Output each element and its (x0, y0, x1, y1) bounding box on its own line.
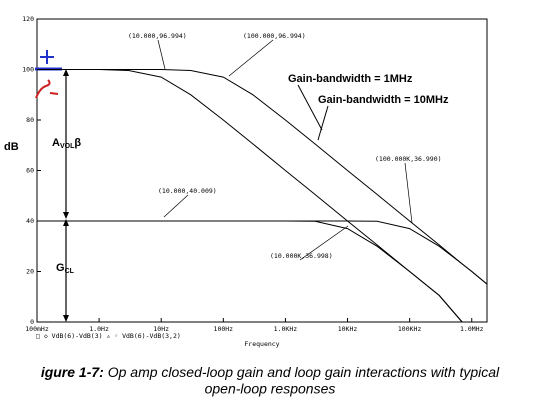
y-label: dB (4, 141, 19, 153)
x-tick-label: 100KHz (398, 325, 422, 333)
x-tick-label: 1.0KHz (274, 325, 298, 333)
y-tick-label: 80 (26, 116, 34, 124)
x-label: Frequency (244, 340, 279, 348)
plot-frame (36, 18, 488, 323)
annotation-pointer (299, 225, 349, 261)
caption: igure 1-7: Op amp closed-loop gain and l… (41, 364, 500, 380)
y-tick-label: 0 (30, 318, 34, 326)
arrows (63, 69, 69, 322)
y-tick-label: 60 (26, 167, 34, 175)
annotation: (100.000,96.994) (243, 32, 306, 40)
x-tick-label: 10KHz (338, 325, 358, 333)
x-tick-label: 10Hz (153, 325, 169, 333)
curve-label: Gain-bandwidth = 10MHz (318, 94, 449, 106)
series-line (37, 69, 488, 285)
annotation: (10.000K,36.998) (270, 252, 333, 260)
y-tick-label: 100 (22, 66, 34, 74)
y-tick-label: 40 (26, 217, 34, 225)
hand-marks (35, 50, 62, 99)
annotation-pointer (157, 39, 166, 70)
x-tick-label: 100Hz (214, 325, 234, 333)
series-line (37, 69, 463, 323)
annotation: (100.000K,36.990) (375, 155, 442, 163)
avol-label: AVOLβ (52, 137, 81, 150)
y-tick-label: 120 (22, 15, 34, 23)
label-pointer (317, 105, 329, 141)
annotation-pointer (404, 162, 413, 224)
x-tick-label: 1.0Hz (89, 325, 109, 333)
annotation-pointer (163, 194, 189, 218)
label-pointer (297, 84, 323, 131)
x-tick-label: 1.0MHz (460, 325, 484, 333)
annotation: (10.000,96.994) (128, 32, 187, 40)
annotation: (10.000,40.009) (158, 187, 217, 195)
y-tick-label: 20 (26, 268, 34, 276)
curve-label: Gain-bandwidth = 1MHz (288, 73, 413, 85)
legend: □ ◇ VdB(6)-VdB(3) ▵ ◦ VdB(6)-VdB(3,2) (36, 332, 181, 340)
gcl-label: GCL (56, 262, 75, 275)
caption: open-loop responses (205, 381, 336, 397)
series-line (37, 220, 488, 285)
series-line (37, 220, 463, 323)
x-tick-label: 100mHz (25, 325, 49, 333)
annotation-pointer (228, 39, 274, 77)
